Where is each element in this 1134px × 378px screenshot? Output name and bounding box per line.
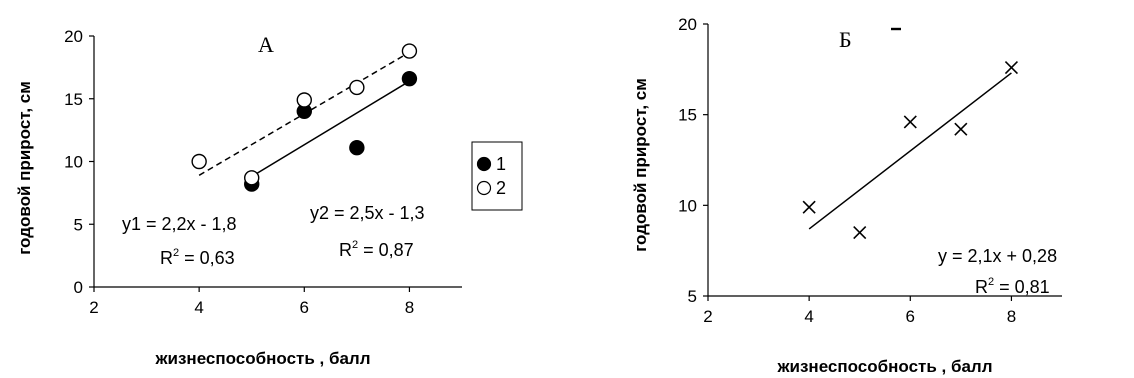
chart-a-point-series-2 [244, 170, 260, 186]
chart-b-point-stroke [1004, 60, 1018, 75]
chart-a-r2-1-sup: 2 [173, 247, 179, 259]
chart-a-x-tick-label: 8 [405, 298, 414, 317]
chart-a-r2-2-suffix: = 0,87 [358, 240, 414, 260]
chart-b-point [954, 122, 968, 136]
chart-b-equation: y = 2,1x + 0,28 [938, 246, 1057, 266]
chart-b-point-stroke [853, 225, 867, 240]
chart-b-r2-sup: 2 [988, 276, 994, 288]
chart-a-point-series-2 [349, 79, 365, 96]
chart-b-x-tick-label: 2 [703, 307, 712, 326]
chart-a-x-tick-label: 4 [194, 298, 203, 317]
chart-a-r2-2-sup: 2 [352, 239, 358, 251]
chart-a-r2-1-suffix: = 0,63 [179, 248, 235, 268]
chart-a-equation-2: y2 = 2,5x - 1,3 [310, 203, 425, 223]
chart-a-r2-2-prefix: R [339, 240, 352, 260]
chart-b-point [1004, 60, 1018, 75]
chart-a-legend-marker-2 [476, 180, 492, 196]
chart-b-y-tick-label: 5 [688, 287, 697, 306]
chart-a-point-series-2 [296, 92, 312, 108]
chart-a-legend-marker-1 [476, 156, 492, 172]
chart-a-r2-2: R2 = 0,87 [339, 239, 414, 260]
chart-a-equation-1: y1 = 2,2x - 1,8 [122, 214, 237, 234]
chart-a-y-tick-label: 5 [74, 215, 83, 234]
chart-a-y-tick-label: 10 [64, 153, 83, 172]
chart-b-point [802, 200, 816, 214]
chart-a-point-series-2 [191, 153, 207, 170]
chart-b-point-stroke [802, 200, 816, 214]
chart-a-y-axis-label: годовой прирост, см [15, 81, 34, 255]
chart-b-y-axis-label: годовой прирост, см [631, 78, 650, 252]
chart-b-point-stroke [903, 115, 917, 129]
chart-b-trendline [808, 72, 1012, 230]
chart-a-point-series-1 [401, 70, 418, 87]
chart-b-ticks: 2 4 6 8 5 10 15 20 [678, 15, 1016, 326]
chart-b-r2: R2 = 0,81 [975, 276, 1050, 297]
chart-b-x-tick-label: 6 [906, 307, 915, 326]
chart-a-x-tick-label: 2 [89, 298, 98, 317]
chart-a-trendline [251, 80, 410, 178]
chart-a-point-series-2 [401, 43, 418, 59]
chart-b-r2-suffix: = 0,81 [994, 277, 1050, 297]
chart-b-y-tick-label: 15 [678, 106, 697, 125]
chart-b-r2-prefix: R [975, 277, 988, 297]
chart-a-legend-label-1: 1 [496, 154, 506, 174]
chart-b-point-stroke [954, 122, 968, 136]
chart-a-r2-1: R2 = 0,63 [160, 247, 235, 268]
chart-a-y-tick-label: 20 [64, 27, 83, 46]
chart-b-point [903, 115, 917, 129]
chart-a-point-series-1 [349, 139, 365, 156]
chart-b-y-tick-label: 10 [678, 196, 697, 215]
chart-a: 2 4 6 8 0 5 10 15 20 А жизнеспособность , балл г… [15, 27, 523, 368]
chart-a-x-axis-label: жизнеспособность , балл [154, 349, 370, 368]
chart-a-legend-label-2: 2 [496, 178, 506, 198]
chart-a-legend: 1 2 [471, 141, 523, 211]
chart-a-y-tick-label: 15 [64, 90, 83, 109]
chart-a-r2-1-prefix: R [160, 248, 173, 268]
chart-b-x-tick-label: 8 [1007, 307, 1016, 326]
chart-b-points [802, 60, 1018, 240]
chart-b-trendlines [808, 72, 1012, 230]
chart-a-legend-box [471, 141, 523, 211]
chart-b: 2 4 6 8 5 10 15 20 Б жизнеспособность , балл го… [631, 15, 1062, 376]
chart-b-x-axis-label: жизнеспособность , балл [776, 357, 992, 376]
chart-b-y-tick-label: 20 [678, 15, 697, 34]
chart-a-panel-label: А [258, 32, 274, 57]
chart-a-ticks: 2 4 6 8 0 5 10 15 20 [64, 27, 414, 317]
chart-b-panel-label: Б [839, 27, 852, 52]
chart-a-points [191, 43, 418, 192]
chart-b-x-tick-label: 4 [804, 307, 813, 326]
chart-a-y-tick-label: 0 [74, 278, 83, 297]
chart-b-point [853, 225, 867, 240]
chart-a-x-tick-label: 6 [300, 298, 309, 317]
